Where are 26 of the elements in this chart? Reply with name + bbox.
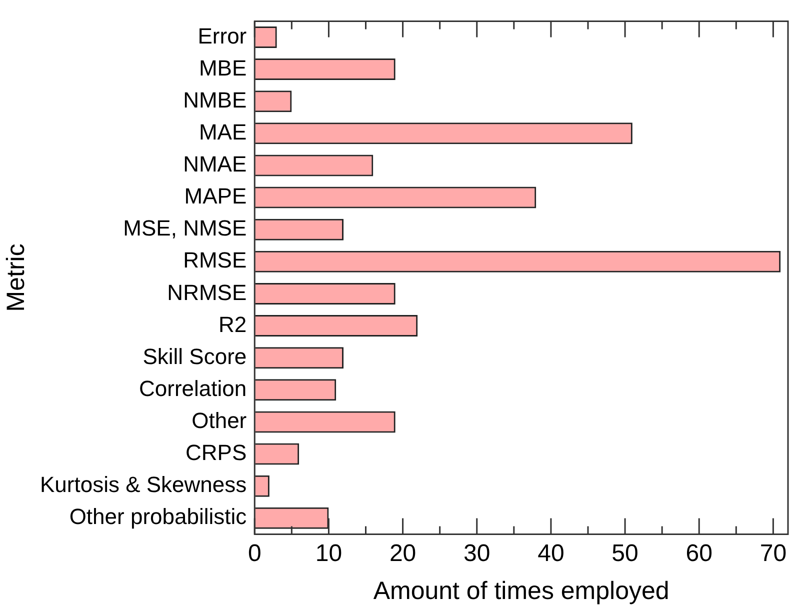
y-tick-label: Correlation xyxy=(139,376,247,401)
y-tick-label: Error xyxy=(198,23,247,48)
x-tick-label: 10 xyxy=(315,540,342,568)
x-tick-label: 20 xyxy=(389,540,416,568)
x-tick-label: 60 xyxy=(686,540,712,568)
y-tick-label: NRMSE xyxy=(167,280,247,305)
y-tick-label: R2 xyxy=(218,312,247,337)
y-axis-title: Metric xyxy=(2,244,30,312)
y-tick-label: NMAE xyxy=(183,152,247,177)
y-tick-label: Kurtosis & Skewness xyxy=(40,472,247,498)
y-tick-label: MAE xyxy=(198,119,247,144)
y-tick-label: CRPS xyxy=(186,440,247,466)
x-tick-label: 70 xyxy=(760,540,787,568)
y-tick-label: RMSE xyxy=(183,248,247,273)
x-tick-label: 0 xyxy=(248,540,262,568)
x-tick-label: 40 xyxy=(538,540,564,568)
y-tick-label: MBE xyxy=(198,55,247,80)
y-tick-label: Other probabilistic xyxy=(69,504,247,530)
y-tick-label: Skill Score xyxy=(142,344,247,369)
y-tick-label: Other xyxy=(192,408,247,434)
y-tick-label: NMBE xyxy=(183,87,247,112)
y-tick-label: MSE, NMSE xyxy=(123,216,247,241)
x-axis-title: Amount of times employed xyxy=(373,576,670,605)
x-tick-label: 50 xyxy=(612,540,638,568)
y-tick-label: MAPE xyxy=(184,184,247,209)
x-tick-label: 30 xyxy=(464,540,490,568)
